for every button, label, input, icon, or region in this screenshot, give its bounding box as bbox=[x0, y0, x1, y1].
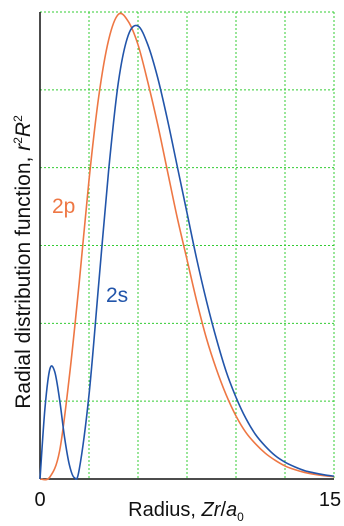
x-axis-label: Radius, Zr/a0 bbox=[128, 499, 244, 524]
series-line-2s bbox=[39, 24, 335, 480]
x-axis-label-subscript: 0 bbox=[237, 510, 244, 524]
axes bbox=[39, 12, 334, 480]
x-tick-label-0: 0 bbox=[34, 489, 45, 511]
x-axis-label-slash: / bbox=[220, 499, 226, 521]
y-axis-label: Radial distribution function, r2R2 bbox=[11, 115, 35, 409]
y-axis-label-r: r bbox=[12, 143, 35, 151]
x-tick-label-15: 15 bbox=[319, 489, 341, 511]
y-axis-label-text: Radial distribution function, bbox=[12, 151, 35, 409]
series-label-2s: 2s bbox=[106, 284, 128, 307]
grid bbox=[40, 11, 335, 479]
series-lines bbox=[39, 12, 335, 481]
series-line-2p bbox=[39, 12, 335, 481]
x-axis-label-prefix: Radius, bbox=[128, 499, 201, 521]
y-axis-label-r-sup: 2 bbox=[11, 137, 25, 144]
x-axis-label-a: a bbox=[226, 499, 237, 521]
y-axis-label-R: R bbox=[12, 122, 35, 137]
y-axis-label-R-sup: 2 bbox=[11, 115, 25, 122]
series-label-2p: 2p bbox=[52, 195, 75, 218]
x-axis-label-var: Zr bbox=[201, 499, 222, 521]
